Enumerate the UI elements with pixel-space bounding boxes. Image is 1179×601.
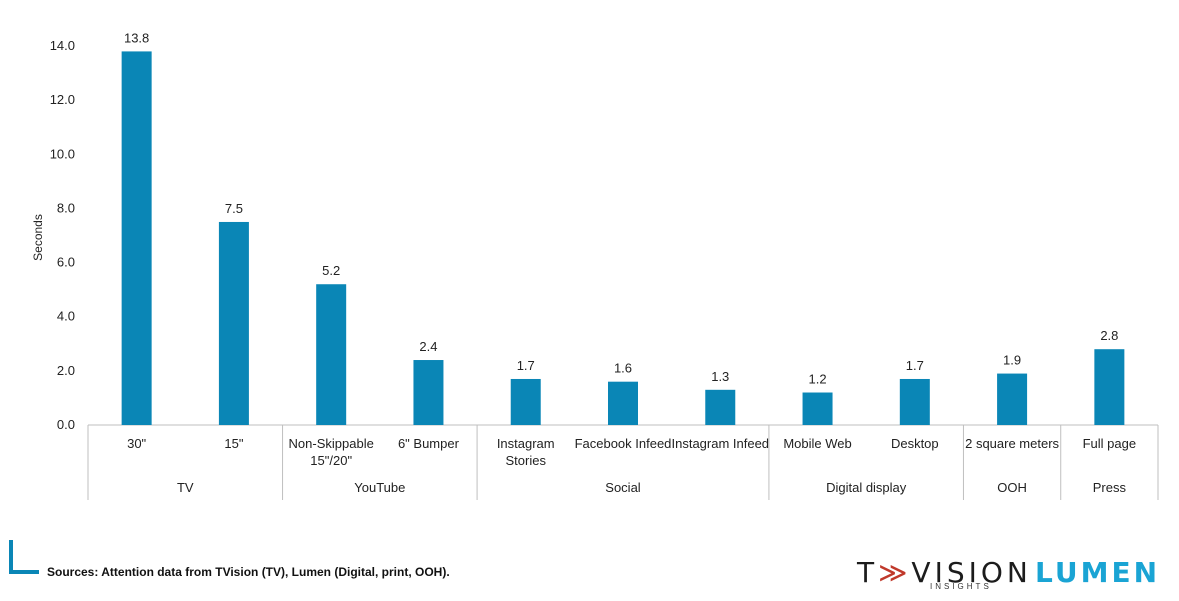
data-label: 1.7 (517, 358, 535, 373)
y-tick-label: 14.0 (50, 38, 75, 53)
bar (608, 381, 638, 425)
group-label: Digital display (826, 480, 907, 495)
category-label: Mobile Web (783, 436, 851, 451)
y-tick-label: 10.0 (50, 146, 75, 161)
bar (997, 373, 1028, 425)
data-label: 7.5 (225, 201, 243, 216)
y-tick-label: 6.0 (57, 255, 75, 270)
group-label: OOH (997, 480, 1027, 495)
y-tick-label: 4.0 (57, 309, 75, 324)
bar (316, 284, 347, 425)
category-label: Instagram Stories (497, 436, 555, 468)
bar (218, 221, 249, 425)
group-label: Press (1093, 480, 1127, 495)
category-label: 2 square meters (965, 436, 1059, 451)
data-label: 1.9 (1003, 353, 1021, 368)
tvision-logo: T≫VISION (857, 556, 1032, 589)
bar (802, 392, 833, 425)
y-tick-label: 2.0 (57, 363, 75, 378)
data-label: 13.8 (124, 30, 149, 45)
bar (510, 378, 541, 425)
category-label: 15" (224, 436, 243, 451)
y-tick-label: 0.0 (57, 417, 75, 432)
tvision-logo-subtitle: INSIGHTS (930, 582, 992, 591)
data-label: 1.2 (809, 372, 827, 387)
data-label: 5.2 (322, 263, 340, 278)
category-label: Instagram Infeed (671, 436, 769, 451)
bar (899, 378, 930, 425)
bracket-decoration (9, 540, 39, 574)
data-label: 1.6 (614, 361, 632, 376)
group-label: TV (177, 480, 194, 495)
category-label: Non-Skippable 15"/20" (289, 436, 374, 468)
data-label: 2.4 (419, 339, 437, 354)
y-tick-label: 8.0 (57, 200, 75, 215)
bar (705, 389, 736, 425)
bar (1094, 349, 1125, 425)
category-label: Full page (1083, 436, 1136, 451)
lumen-logo: LUMEN (1035, 556, 1161, 589)
group-label: YouTube (354, 480, 405, 495)
data-label: 2.8 (1100, 328, 1118, 343)
group-label: Social (605, 480, 641, 495)
data-label: 1.7 (906, 358, 924, 373)
category-label: 6" Bumper (398, 436, 460, 451)
category-label: Desktop (891, 436, 939, 451)
y-tick-label: 12.0 (50, 92, 75, 107)
data-label: 1.3 (711, 369, 729, 384)
category-label: Facebook Infeed (575, 436, 672, 451)
category-label: 30" (127, 436, 146, 451)
y-axis-title: Seconds (31, 214, 45, 261)
source-note: Sources: Attention data from TVision (TV… (47, 565, 450, 579)
bar (413, 360, 444, 425)
bar (121, 51, 152, 426)
